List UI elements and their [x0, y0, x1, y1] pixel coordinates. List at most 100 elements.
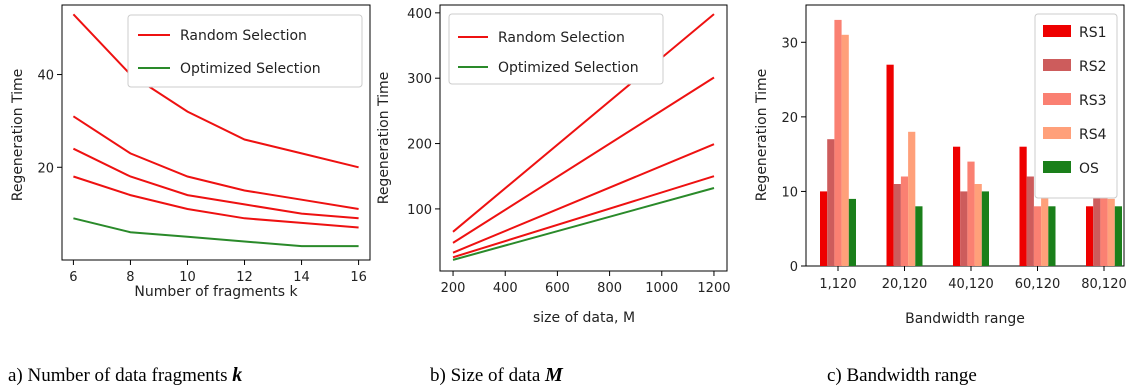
- caption-b: b) Size of data M: [430, 364, 564, 386]
- chart-c-legend-rs3: RS3: [1079, 93, 1107, 109]
- chart-c-bar-rs4-3: [1041, 191, 1049, 266]
- chart-c-bar-rs1-0: [820, 191, 828, 266]
- chart-b-series-2-line: [452, 143, 715, 254]
- chart-b-plot-frame: [439, 4, 728, 272]
- chart-c-bar-os-4: [1114, 206, 1122, 266]
- chart-b-xtick-label: 1200: [697, 281, 730, 296]
- chart-c-bar-os-2: [981, 191, 989, 266]
- chart-a-series-0-line: [72, 13, 359, 169]
- chart-a-legend: Random Selection Optimized Selection: [127, 14, 363, 88]
- caption-b-text: b) Size of data: [430, 365, 545, 386]
- chart-c-bar-rs1-2: [953, 146, 961, 266]
- chart-c-xtick-label: 60,120: [1015, 277, 1061, 292]
- chart-a-xtick-label: 8: [126, 270, 134, 285]
- chart-c-bar-rs3-4: [1100, 191, 1108, 266]
- chart-a-series-1-line: [72, 115, 359, 210]
- chart-c-legend-swatch-os: [1043, 161, 1071, 173]
- chart-c-bar-rs4-0: [841, 34, 849, 266]
- chart-a-xtick-label: 14: [293, 270, 310, 285]
- chart-c-bar-rs2-1: [893, 184, 901, 266]
- chart-a-legend-optimized: Optimized Selection: [180, 61, 321, 77]
- chart-b-series-4-line: [452, 187, 715, 261]
- chart-c-bar-rs3-0: [834, 19, 842, 267]
- chart-a-ylabel: Regeneration Time: [10, 69, 26, 202]
- chart-c-legend-swatch-rs1: [1043, 25, 1071, 37]
- chart-b-ylabel: Regeneration Time: [376, 72, 392, 205]
- chart-b-xtick-label: 400: [493, 281, 518, 296]
- chart-b-legend-optimized: Optimized Selection: [498, 60, 639, 76]
- chart-a-series-3-line: [73, 175, 359, 229]
- chart-b-ytick-label: 300: [407, 72, 432, 87]
- chart-c-legend-os: OS: [1079, 161, 1099, 177]
- chart-c-bar-rs4-2: [974, 184, 982, 266]
- chart-c-xtick-label: 1,120: [819, 277, 856, 292]
- chart-b-yticks: 100 200 300 400: [407, 7, 440, 218]
- chart-c-xtick-label: 20,120: [882, 277, 928, 292]
- chart-b-ytick-label: 400: [407, 7, 432, 22]
- chart-b-xtick-label: 200: [441, 281, 466, 296]
- chart-b: 200 400 600 800 1000 1200 100 200 300 400 size o…: [376, 4, 731, 326]
- chart-c-xticks: 1,120 20,120 40,120 60,120 80,120: [819, 266, 1127, 292]
- chart-c-ylabel: Regeneration Time: [754, 69, 770, 202]
- caption-b-var: M: [544, 364, 564, 386]
- chart-b-ytick-label: 100: [407, 203, 432, 218]
- chart-c-bar-rs4-4: [1107, 198, 1115, 266]
- chart-c: 1,120 20,120 40,120 60,120 80,120 0 10 20 30 Ba…: [754, 4, 1127, 327]
- chart-a-xtick-label: 6: [69, 270, 77, 285]
- chart-c-xtick-label: 40,120: [948, 277, 994, 292]
- caption-a: a) Number of data fragments k: [8, 364, 242, 386]
- chart-a-marks: [72, 13, 359, 248]
- chart-c-legend-swatch-rs3: [1043, 93, 1071, 105]
- chart-c-bar-os-0: [848, 198, 856, 266]
- chart-b-xlabel: size of data, M: [533, 310, 635, 326]
- chart-b-legend-random: Random Selection: [498, 30, 625, 46]
- chart-c-marks: [820, 19, 1122, 267]
- chart-b-ytick-label: 200: [407, 138, 432, 153]
- chart-c-bar-rs4-1: [908, 131, 916, 266]
- chart-c-bar-os-1: [915, 206, 923, 266]
- chart-b-legend: Random Selection Optimized Selection: [448, 13, 664, 85]
- chart-c-bar-rs2-4: [1093, 184, 1101, 266]
- chart-c-yticks: 0 10 20 30: [781, 36, 806, 275]
- chart-b-xticks: 200 400 600 800 1000 1200: [441, 271, 731, 296]
- chart-c-bar-rs2-0: [827, 139, 835, 266]
- chart-c-legend: RS1 RS2 RS3 RS4 OS: [1034, 13, 1118, 199]
- chart-c-bar-rs2-2: [960, 191, 968, 266]
- chart-c-ytick-label: 20: [781, 111, 798, 126]
- chart-a-xticks: 6 8 10 12 14 16: [69, 260, 367, 285]
- chart-a-series-2-line: [72, 147, 359, 220]
- chart-c-bar-rs1-1: [886, 64, 894, 266]
- caption-c: c) Bandwidth range: [827, 365, 977, 386]
- chart-c-ytick-label: 0: [790, 260, 798, 275]
- chart-b-legend-box: [448, 13, 664, 85]
- chart-c-bar-rs1-3: [1019, 146, 1027, 266]
- chart-a-xtick-label: 16: [350, 270, 367, 285]
- chart-a-xlabel: Number of fragments k: [134, 284, 298, 300]
- chart-c-bar-rs2-3: [1026, 176, 1034, 266]
- chart-b-series-1-line: [452, 76, 715, 244]
- chart-c-legend-rs2: RS2: [1079, 59, 1107, 75]
- chart-b-xtick-label: 600: [545, 281, 570, 296]
- chart-c-xtick-label: 80,120: [1081, 277, 1127, 292]
- chart-b-series-3-line: [452, 175, 715, 259]
- chart-c-bar-rs3-2: [967, 161, 975, 266]
- chart-a-ytick-label: 20: [37, 161, 54, 176]
- chart-c-xlabel: Bandwidth range: [905, 311, 1025, 327]
- chart-c-bar-rs1-4: [1086, 206, 1094, 266]
- caption-c-text: c) Bandwidth range: [827, 365, 977, 386]
- chart-c-ytick-label: 10: [781, 185, 798, 200]
- chart-c-bar-os-3: [1048, 206, 1056, 266]
- caption-a-text: a) Number of data fragments: [8, 365, 232, 386]
- chart-c-ytick-label: 30: [781, 36, 798, 51]
- chart-c-legend-swatch-rs2: [1043, 59, 1071, 71]
- chart-a-xtick-label: 12: [236, 270, 253, 285]
- chart-b-xtick-label: 800: [597, 281, 622, 296]
- caption-a-var: k: [232, 364, 242, 386]
- chart-c-bar-rs3-1: [900, 176, 909, 266]
- chart-b-marks: [452, 13, 715, 261]
- chart-a-xtick-label: 10: [179, 270, 196, 285]
- chart-a-legend-box: [127, 14, 363, 88]
